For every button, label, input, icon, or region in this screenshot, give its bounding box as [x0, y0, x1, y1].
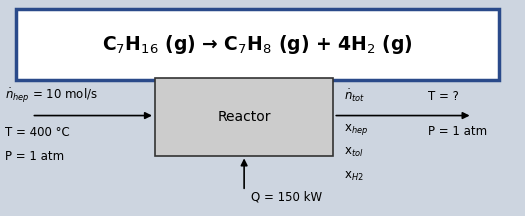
Text: T = 400 °C: T = 400 °C — [5, 126, 70, 139]
Text: P = 1 atm: P = 1 atm — [428, 125, 487, 138]
Text: Reactor: Reactor — [217, 110, 271, 124]
Text: P = 1 atm: P = 1 atm — [5, 150, 65, 163]
Text: Q = 150 kW: Q = 150 kW — [251, 190, 322, 203]
Text: x$_{hep}$: x$_{hep}$ — [344, 122, 368, 137]
Text: C$_7$H$_{16}$ (g) → C$_7$H$_8$ (g) + 4H$_2$ (g): C$_7$H$_{16}$ (g) → C$_7$H$_8$ (g) + 4H$… — [102, 33, 413, 56]
FancyBboxPatch shape — [16, 9, 499, 80]
Text: x$_{H2}$: x$_{H2}$ — [344, 170, 364, 183]
Text: x$_{tol}$: x$_{tol}$ — [344, 146, 363, 159]
Text: T = ?: T = ? — [428, 90, 459, 103]
Text: $\dot{n}_{tot}$: $\dot{n}_{tot}$ — [344, 88, 365, 104]
FancyBboxPatch shape — [155, 78, 333, 156]
Text: $\dot{n}_{hep}$ = 10 mol/s: $\dot{n}_{hep}$ = 10 mol/s — [5, 87, 98, 105]
